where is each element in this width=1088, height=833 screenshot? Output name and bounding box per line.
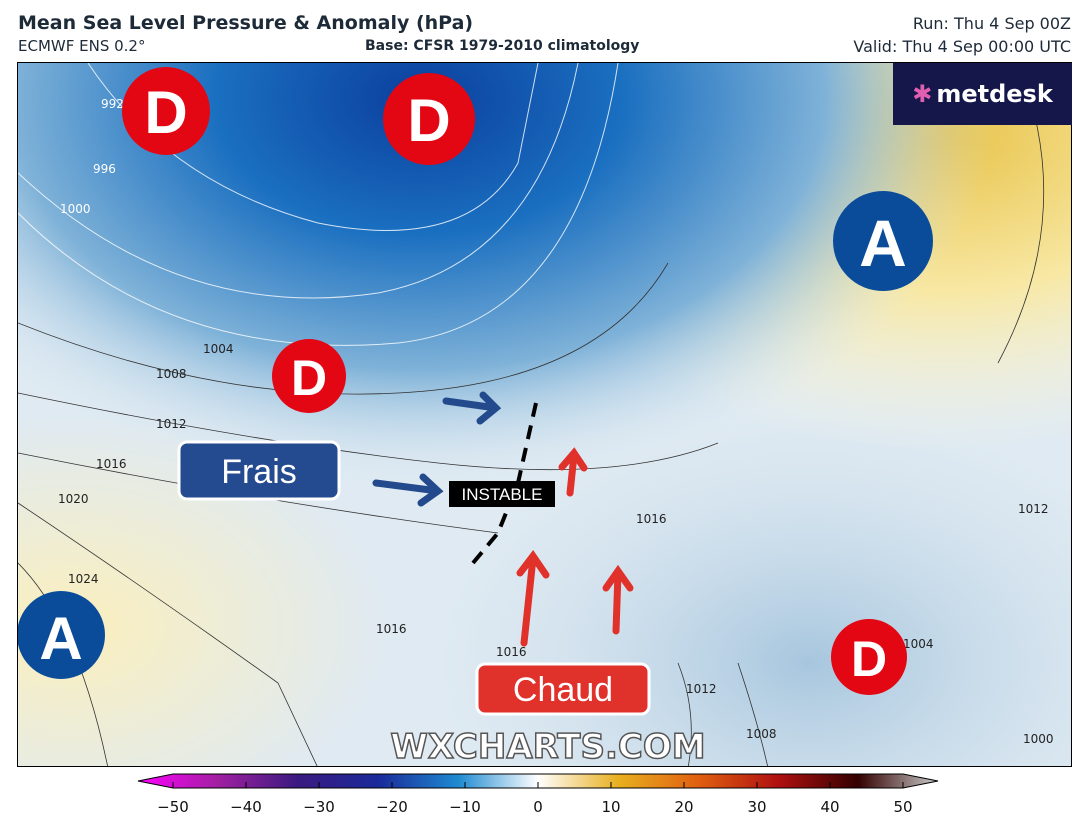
low-pressure-marker: D xyxy=(383,73,475,165)
colorbar-tick-label: 10 xyxy=(601,798,621,816)
isobar-label: 1016 xyxy=(496,645,527,659)
high-pressure-marker: A xyxy=(833,191,933,291)
svg-text:INSTABLE: INSTABLE xyxy=(462,485,543,504)
svg-text:D: D xyxy=(851,631,887,687)
svg-text:D: D xyxy=(407,87,450,154)
isobar-labels: 992 996 1000 1004 1008 1012 1016 1020 10… xyxy=(58,97,1054,746)
colorbar-tick-label: 40 xyxy=(820,798,840,816)
low-pressure-marker: D xyxy=(272,339,346,413)
svg-text:Frais: Frais xyxy=(221,453,297,491)
colorbar-tick-label: −10 xyxy=(449,798,481,816)
colorbar-tick-label: 30 xyxy=(747,798,767,816)
isobar-label: 1008 xyxy=(746,727,777,741)
svg-text:D: D xyxy=(144,79,187,146)
isobar-label: 1020 xyxy=(58,492,89,506)
isobar-label: 1000 xyxy=(1023,732,1054,746)
isobar-label: 1012 xyxy=(1018,502,1049,516)
isobar-label: 996 xyxy=(93,162,116,176)
colorbar-tick-label: −20 xyxy=(376,798,408,816)
high-pressure-marker: A xyxy=(18,591,105,679)
run-label: Run: Thu 4 Sep 00Z xyxy=(912,14,1071,33)
svg-text:Chaud: Chaud xyxy=(513,671,613,709)
unstable-label: INSTABLE xyxy=(449,481,555,507)
isobar-label: 1004 xyxy=(203,342,234,356)
colorbar-tick-label: 0 xyxy=(533,798,543,816)
metdesk-logo: ✱ metdesk xyxy=(893,63,1072,125)
colorbar-tick-label: −40 xyxy=(230,798,262,816)
model-label: ECMWF ENS 0.2° xyxy=(18,37,146,55)
watermark: WXCHARTS.COM xyxy=(390,727,705,767)
isobar-label: 1000 xyxy=(60,202,91,216)
colorbar-tick-label: −30 xyxy=(303,798,335,816)
svg-text:A: A xyxy=(859,206,907,280)
chart-title: Mean Sea Level Pressure & Anomaly (hPa) xyxy=(18,12,474,34)
pressure-map: 992 996 1000 1004 1008 1012 1016 1020 10… xyxy=(17,62,1072,767)
colorbar-tick-label: 50 xyxy=(893,798,913,816)
colorbar-tick-label: 20 xyxy=(674,798,694,816)
colorbar xyxy=(137,773,939,789)
base-label: Base: CFSR 1979-2010 climatology xyxy=(365,38,640,54)
svg-text:A: A xyxy=(39,605,82,672)
isobar-label: 1012 xyxy=(686,682,717,696)
low-pressure-marker: D xyxy=(831,619,907,695)
isobar-label: 1024 xyxy=(68,572,99,586)
isobar-label: 992 xyxy=(101,97,124,111)
cool-arrows xyxy=(372,391,502,507)
svg-text:D: D xyxy=(291,350,327,406)
valid-label: Valid: Thu 4 Sep 00:00 UTC xyxy=(853,37,1071,56)
colorbar-tick-label: −50 xyxy=(157,798,189,816)
warm-arrows xyxy=(516,447,634,647)
isobar-label: 1016 xyxy=(96,457,127,471)
isobar-label: 1008 xyxy=(156,367,187,381)
isobar-label: 1016 xyxy=(376,622,407,636)
low-pressure-marker: D xyxy=(122,67,210,155)
cool-label: Frais xyxy=(177,440,341,501)
warm-label: Chaud xyxy=(475,662,651,716)
logo-flower-icon: ✱ xyxy=(912,80,933,108)
isobar-label: 1012 xyxy=(156,417,187,431)
isobar-label: 1016 xyxy=(636,512,667,526)
isobar-label: 1004 xyxy=(903,637,934,651)
